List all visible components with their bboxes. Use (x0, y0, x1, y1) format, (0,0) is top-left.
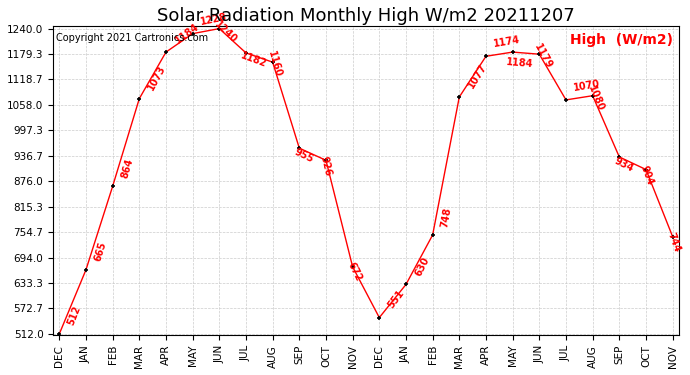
Point (134, 96, 145, 102)
Point (507, 49, 518, 55)
Point (480, 53, 491, 59)
Point (640, 166, 651, 172)
Point (400, 282, 411, 288)
Text: 1080: 1080 (586, 84, 605, 112)
Point (667, 234, 678, 240)
Text: 1070: 1070 (573, 79, 601, 93)
Text: 665: 665 (93, 240, 108, 263)
Point (560, 97, 571, 103)
Text: 1160: 1160 (266, 50, 283, 79)
Point (454, 94, 465, 100)
Point (374, 315, 385, 321)
Text: 955: 955 (293, 147, 315, 165)
Point (614, 154, 625, 160)
Point (534, 51, 545, 57)
Point (267, 59, 278, 65)
Text: 551: 551 (386, 288, 406, 310)
Text: 1174: 1174 (493, 35, 521, 50)
Point (81, 267, 92, 273)
Text: 1240: 1240 (213, 19, 239, 45)
Text: 1077: 1077 (466, 62, 489, 90)
Text: 1182: 1182 (239, 51, 268, 70)
Text: 1184: 1184 (506, 57, 533, 69)
Point (161, 49, 172, 55)
Text: High  (W/m2): High (W/m2) (569, 33, 673, 46)
Text: 926: 926 (319, 155, 333, 177)
Text: 630: 630 (413, 255, 431, 278)
Text: 1179: 1179 (533, 42, 554, 71)
Text: 744: 744 (666, 231, 682, 253)
Point (294, 145, 305, 151)
Text: 1228: 1228 (199, 12, 228, 27)
Point (187, 31, 198, 37)
Point (320, 157, 331, 163)
Text: 1184: 1184 (173, 21, 201, 45)
Text: 748: 748 (440, 206, 453, 228)
Point (347, 264, 358, 270)
Text: 904: 904 (639, 164, 656, 186)
Point (214, 26, 225, 32)
Text: 672: 672 (346, 261, 364, 284)
Text: 1073: 1073 (146, 63, 168, 92)
Text: 512: 512 (66, 304, 83, 327)
Text: 934: 934 (612, 156, 635, 174)
Point (240, 50, 251, 56)
Text: 864: 864 (119, 157, 135, 179)
Title: Solar Radiation Monthly High W/m2 20211207: Solar Radiation Monthly High W/m2 202112… (157, 7, 575, 25)
Point (427, 232, 438, 238)
Point (54, 331, 65, 337)
Point (107, 183, 118, 189)
Text: Copyright 2021 Cartronics.com: Copyright 2021 Cartronics.com (57, 33, 208, 43)
Point (587, 93, 598, 99)
